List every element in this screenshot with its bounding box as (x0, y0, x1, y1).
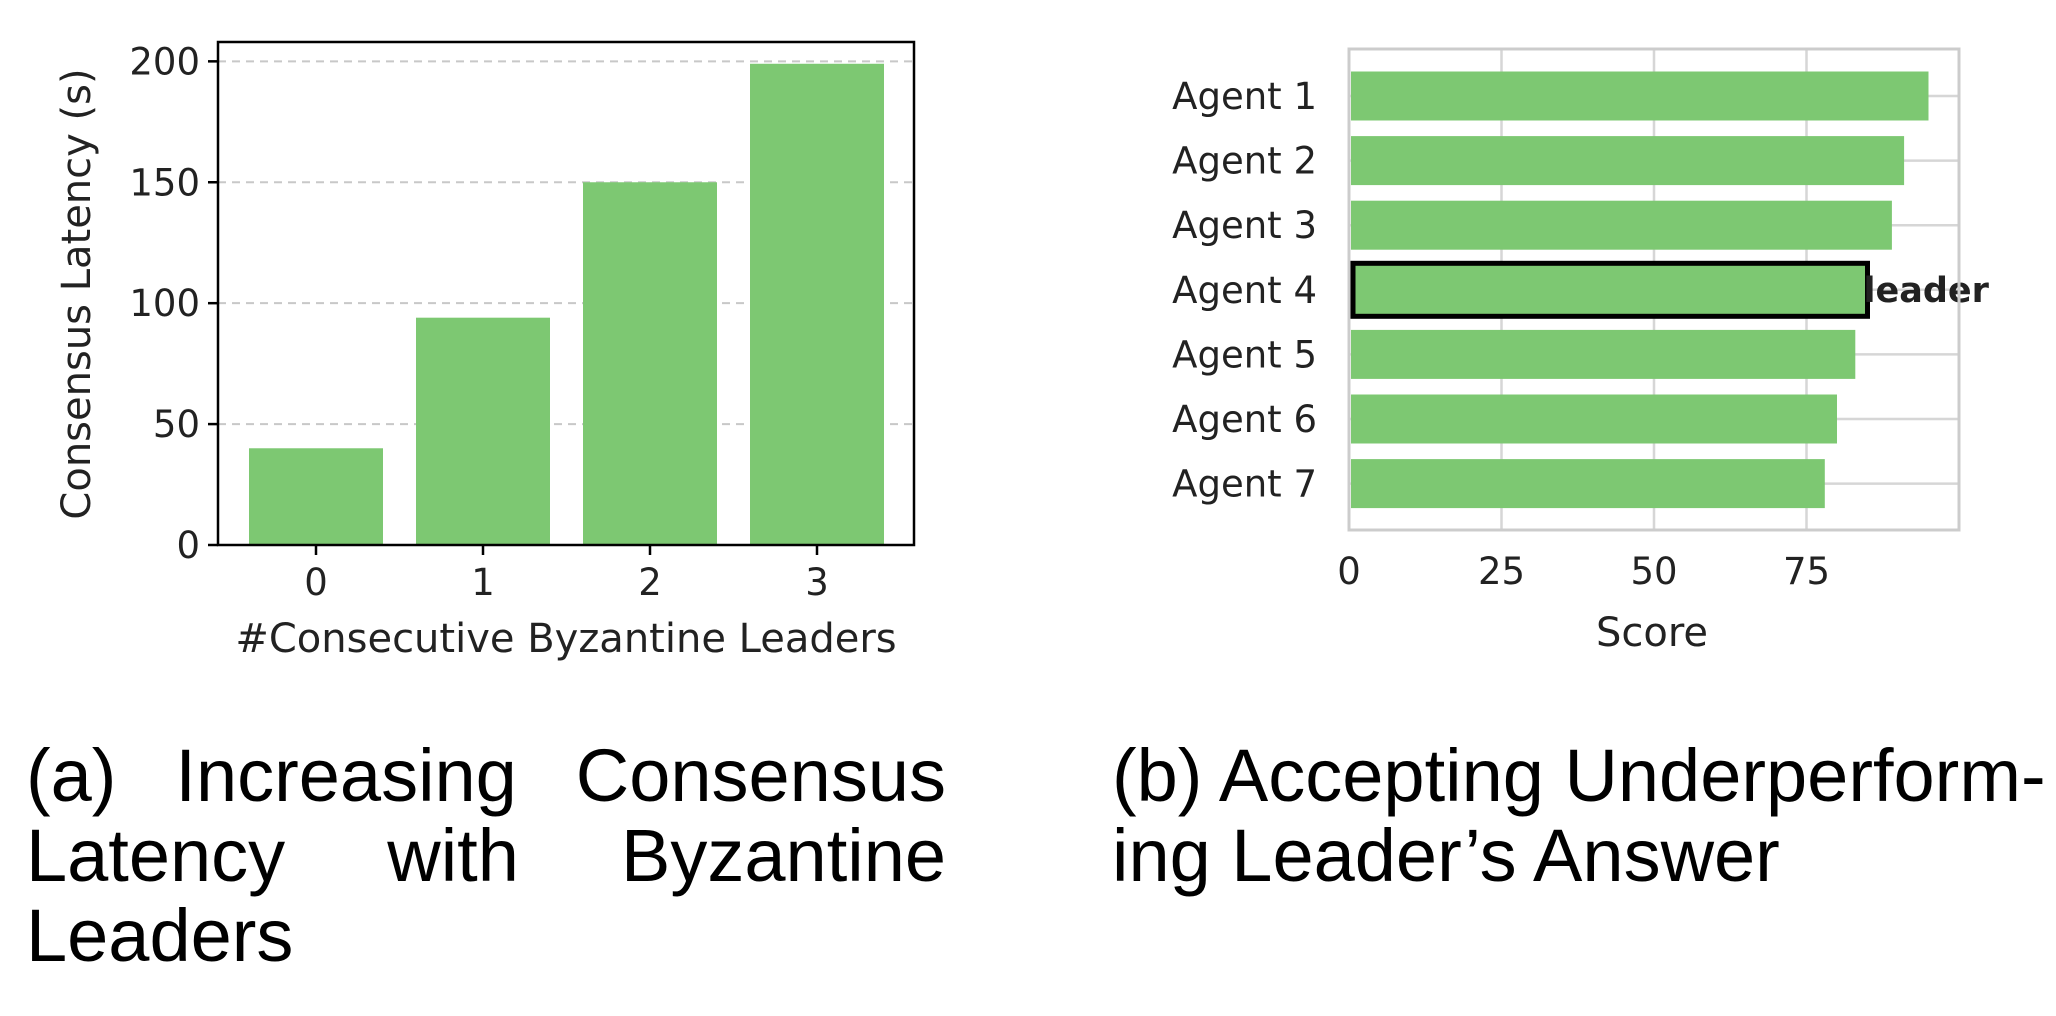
a-bar (750, 63, 884, 545)
b-y-tick-label: Agent 2 (1172, 140, 1317, 183)
a-x-tick-label: 2 (638, 561, 662, 604)
a-y-tick-label: 50 (153, 403, 200, 446)
a-y-axis-label: Consensus Latency (s) (54, 68, 100, 519)
a-bars (249, 63, 884, 545)
a-y-tick-label: 200 (129, 40, 200, 83)
b-x-tick-label: 75 (1783, 550, 1830, 593)
b-y-tick-label: Agent 4 (1172, 269, 1317, 312)
a-x-axis-label: #Consecutive Byzantine Leaders (235, 616, 896, 662)
b-x-tick-label: 50 (1630, 550, 1677, 593)
a-y-tick-label: 100 (129, 282, 200, 325)
a-x-tick-label: 1 (471, 561, 495, 604)
a-y-tick-label: 0 (176, 524, 200, 567)
b-x-ticks: 0 25 50 75 (1337, 550, 1830, 593)
a-y-tick-label: 150 (129, 161, 200, 204)
b-bar (1351, 200, 1892, 250)
a-bar (416, 317, 550, 545)
b-highlight-label: leader (1864, 271, 1990, 311)
b-bar (1351, 459, 1825, 509)
b-plot-frame (1347, 47, 1961, 532)
a-bar (583, 182, 717, 545)
a-plot-frame (216, 40, 916, 547)
a-x-ticks: 0 1 2 3 (304, 545, 829, 604)
b-bar (1351, 394, 1837, 444)
b-x-axis-label: Score (1596, 610, 1708, 656)
caption-a: (a) Increasing Consensus Latency with By… (26, 734, 946, 977)
a-bar (249, 448, 383, 545)
b-y-tick-label: Agent 1 (1172, 75, 1317, 118)
b-y-ticks: Agent 1 Agent 2 Agent 3 Agent 4 Agent 5 Agent… (1172, 75, 1317, 506)
a-y-ticks: 0 50 100 150 200 (129, 40, 218, 567)
b-bar (1351, 71, 1929, 121)
b-x-tick-label: 0 (1337, 550, 1361, 593)
b-bars: leader (1350, 71, 1990, 509)
b-y-tick-label: Agent 5 (1172, 333, 1317, 376)
b-bar (1351, 136, 1905, 186)
a-x-tick-label: 0 (304, 561, 328, 604)
a-x-tick-label: 3 (805, 561, 829, 604)
b-y-tick-label: Agent 6 (1172, 398, 1317, 441)
b-y-tick-label: Agent 3 (1172, 204, 1317, 247)
b-bar (1351, 329, 1856, 379)
b-bar-highlighted (1350, 260, 1870, 319)
b-y-tick-label: Agent 7 (1172, 463, 1317, 506)
b-x-tick-label: 25 (1478, 550, 1525, 593)
caption-b: (b) Accepting Underperform-ing Leader’s … (1112, 734, 2046, 897)
